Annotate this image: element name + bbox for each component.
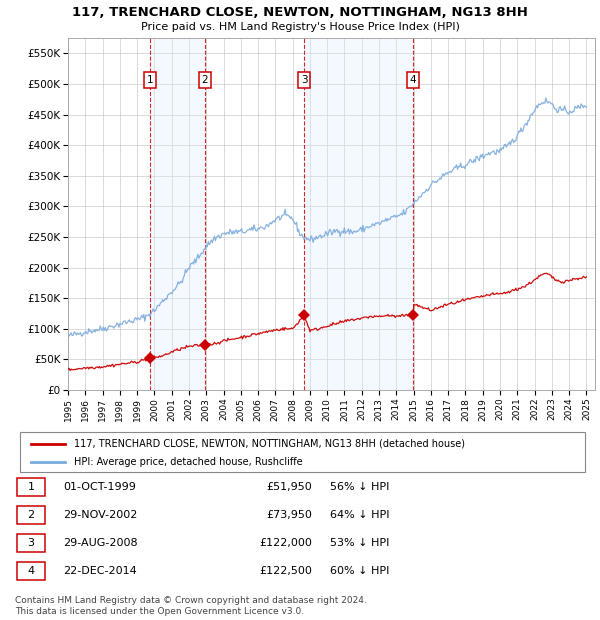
Text: Price paid vs. HM Land Registry's House Price Index (HPI): Price paid vs. HM Land Registry's House … bbox=[140, 22, 460, 32]
Text: 56% ↓ HPI: 56% ↓ HPI bbox=[330, 482, 389, 492]
Text: 53% ↓ HPI: 53% ↓ HPI bbox=[330, 538, 389, 548]
Text: 01-OCT-1999: 01-OCT-1999 bbox=[63, 482, 136, 492]
Text: 4: 4 bbox=[28, 566, 35, 576]
FancyBboxPatch shape bbox=[17, 534, 46, 552]
Text: £73,950: £73,950 bbox=[266, 510, 312, 520]
Bar bbox=[150, 38, 205, 390]
Text: £122,500: £122,500 bbox=[259, 566, 312, 576]
Text: 29-NOV-2002: 29-NOV-2002 bbox=[63, 510, 137, 520]
Text: Contains HM Land Registry data © Crown copyright and database right 2024.: Contains HM Land Registry data © Crown c… bbox=[15, 596, 367, 605]
Text: 2: 2 bbox=[202, 75, 208, 85]
Text: 117, TRENCHARD CLOSE, NEWTON, NOTTINGHAM, NG13 8HH: 117, TRENCHARD CLOSE, NEWTON, NOTTINGHAM… bbox=[72, 6, 528, 19]
Text: 117, TRENCHARD CLOSE, NEWTON, NOTTINGHAM, NG13 8HH (detached house): 117, TRENCHARD CLOSE, NEWTON, NOTTINGHAM… bbox=[74, 439, 464, 449]
Text: 22-DEC-2014: 22-DEC-2014 bbox=[63, 566, 137, 576]
Text: 3: 3 bbox=[301, 75, 308, 85]
Text: 29-AUG-2008: 29-AUG-2008 bbox=[63, 538, 137, 548]
FancyBboxPatch shape bbox=[17, 478, 46, 496]
FancyBboxPatch shape bbox=[20, 432, 585, 472]
FancyBboxPatch shape bbox=[17, 562, 46, 580]
Text: 64% ↓ HPI: 64% ↓ HPI bbox=[330, 510, 389, 520]
Text: 1: 1 bbox=[28, 482, 35, 492]
FancyBboxPatch shape bbox=[17, 506, 46, 524]
Text: £51,950: £51,950 bbox=[266, 482, 312, 492]
Text: 2: 2 bbox=[28, 510, 35, 520]
Text: 4: 4 bbox=[410, 75, 416, 85]
Text: 3: 3 bbox=[28, 538, 35, 548]
Text: £122,000: £122,000 bbox=[259, 538, 312, 548]
Text: HPI: Average price, detached house, Rushcliffe: HPI: Average price, detached house, Rush… bbox=[74, 457, 302, 467]
Text: 60% ↓ HPI: 60% ↓ HPI bbox=[330, 566, 389, 576]
Text: This data is licensed under the Open Government Licence v3.0.: This data is licensed under the Open Gov… bbox=[15, 607, 304, 616]
Text: 1: 1 bbox=[147, 75, 154, 85]
Bar bbox=[304, 38, 413, 390]
